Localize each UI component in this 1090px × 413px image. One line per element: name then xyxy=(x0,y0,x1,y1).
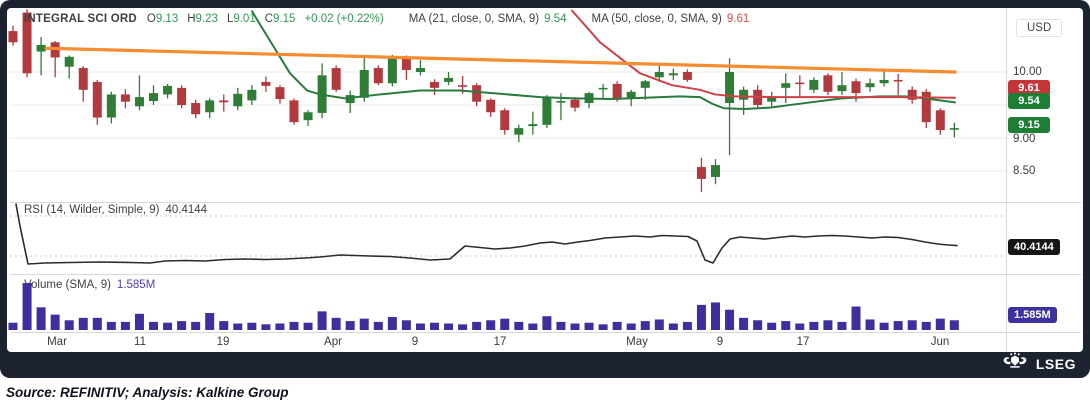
price-axis-label: 8.50 xyxy=(1013,165,1036,177)
price-axis-value-badge: 9.15 xyxy=(1008,117,1050,133)
time-axis-label: 19 xyxy=(216,336,230,348)
time-axis-label: May xyxy=(626,336,648,348)
currency-badge: USD xyxy=(1016,19,1063,37)
volume-legend: Volume (SMA, 9) 1.585M xyxy=(24,279,155,291)
ma50-value: 9.61 xyxy=(726,13,750,25)
time-axis-label: Mar xyxy=(47,336,67,348)
open-key: O xyxy=(146,13,156,25)
ma21-label: MA (21, close, 0, SMA, 9) xyxy=(408,13,540,25)
price-axis-label: 9.00 xyxy=(1013,133,1036,145)
instrument-name: INTEGRAL SCI ORD xyxy=(24,13,137,25)
source-attribution: Source: REFINITIV; Analysis: Kalkine Gro… xyxy=(6,385,289,400)
time-axis-label: 9 xyxy=(411,336,419,348)
price-axis-label: 10.00 xyxy=(1013,66,1042,78)
time-axis-label: 11 xyxy=(134,336,146,348)
rsi-legend: RSI (14, Wilder, Simple, 9) 40.4144 xyxy=(24,204,207,216)
time-axis-label: Apr xyxy=(324,336,342,348)
price-legend: INTEGRAL SCI ORD O 9.13 H 9.23 L 9.01 C 9.15… xyxy=(24,13,758,25)
open-value: 9.13 xyxy=(155,13,179,25)
price-axis-value-badge: 40.4144 xyxy=(1008,239,1060,255)
volume-label: Volume (SMA, 9) xyxy=(24,279,111,291)
time-axis-label: Jun xyxy=(930,336,950,348)
low-value: 9.01 xyxy=(233,13,256,25)
chart-surface xyxy=(7,8,1083,352)
indicator-lines-layer xyxy=(15,9,958,265)
price-axis-value-badge: 1.585M xyxy=(1008,307,1057,323)
time-axis-label: 17 xyxy=(493,336,507,348)
price-axis-value-badge: 9.54 xyxy=(1008,93,1050,109)
rsi-value: 40.4144 xyxy=(165,204,208,216)
ma50-label: MA (50, close, 0, SMA, 9) xyxy=(591,13,722,25)
candles-layer xyxy=(8,9,959,193)
volume-layer xyxy=(8,283,959,330)
rsi-label: RSI (14, Wilder, Simple, 9) xyxy=(24,204,160,216)
change-value: +0.02 (+0.22%) xyxy=(304,13,384,25)
time-axis-label: 17 xyxy=(796,336,810,348)
high-value: 9.23 xyxy=(195,13,218,25)
low-key: L xyxy=(226,13,234,25)
close-value: 9.15 xyxy=(273,13,296,25)
time-axis-label: 9 xyxy=(716,336,724,348)
gridlines-layer xyxy=(10,8,1081,352)
lseg-logo: LSEG xyxy=(1001,352,1076,376)
close-key: C xyxy=(264,13,274,25)
high-key: H xyxy=(187,13,196,25)
ma21-value: 9.54 xyxy=(544,13,567,25)
price-axis-value-badge: 9.61 xyxy=(1008,80,1050,96)
volume-value: 1.585M xyxy=(116,279,156,291)
lseg-crest-icon xyxy=(1001,352,1029,376)
lseg-logo-text: LSEG xyxy=(1035,356,1076,372)
